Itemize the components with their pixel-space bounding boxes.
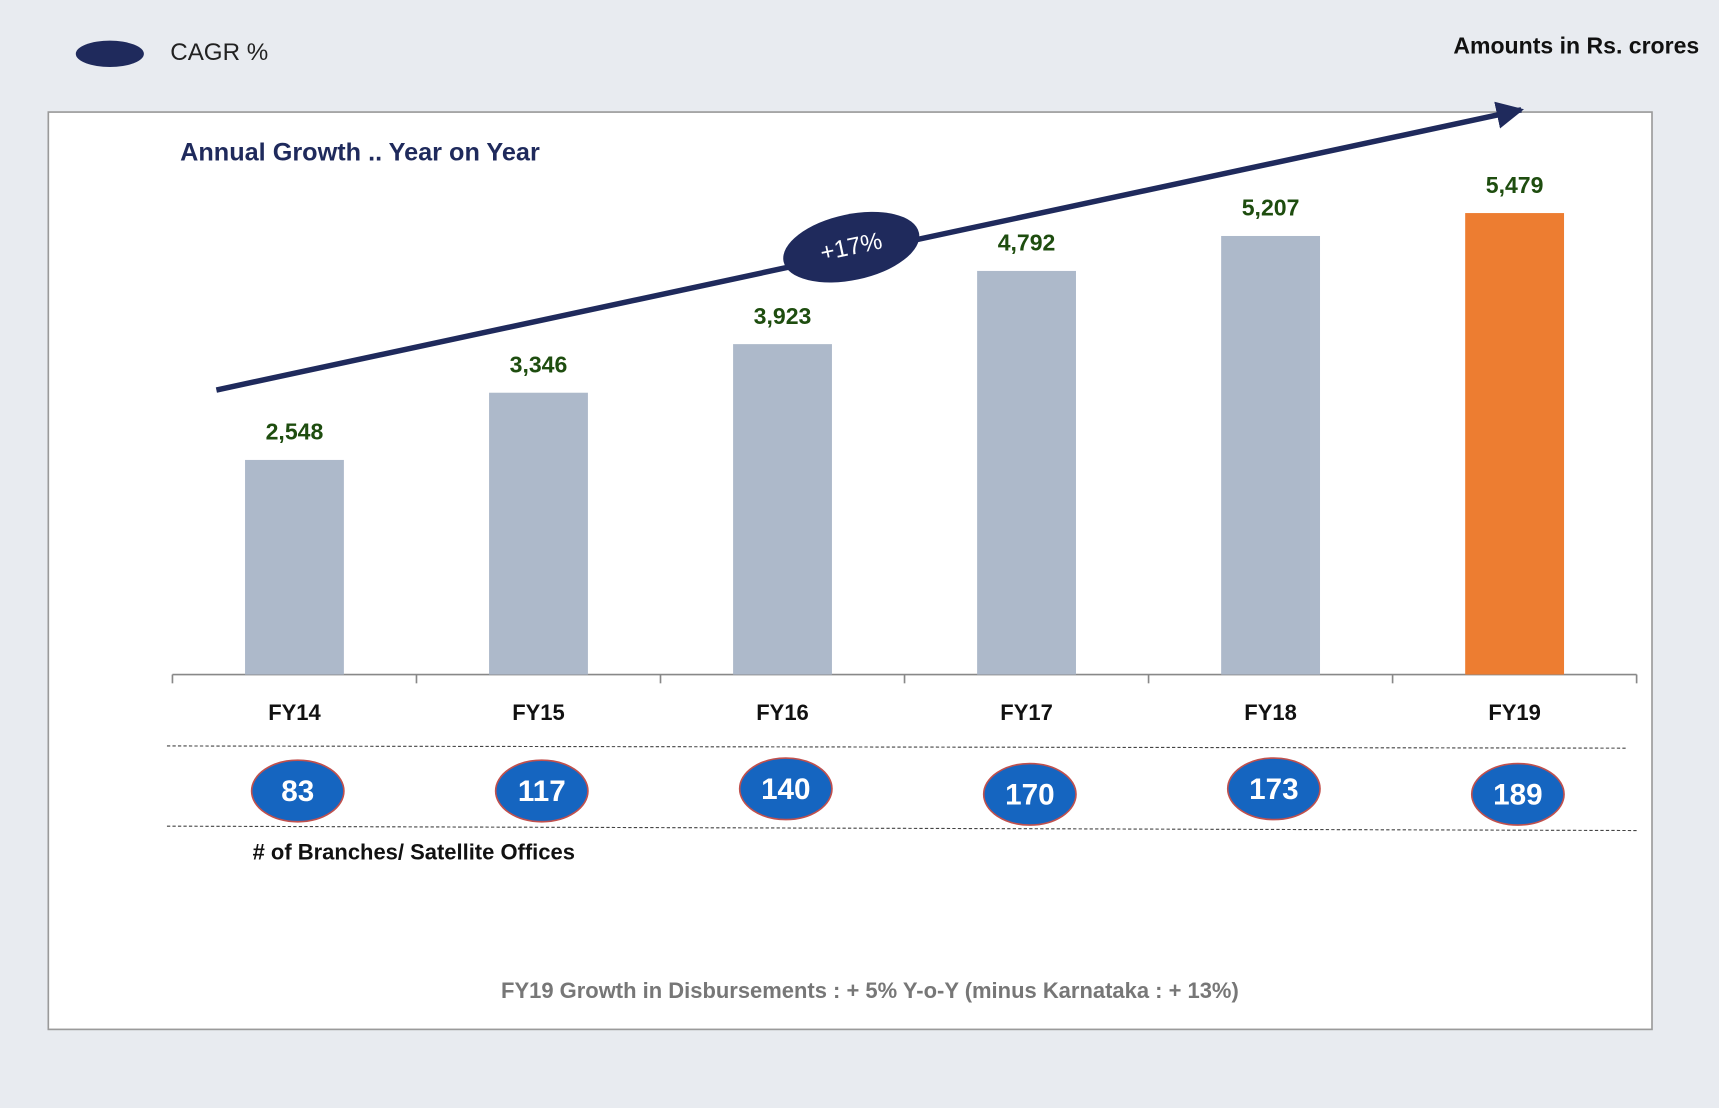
bar (489, 392, 588, 675)
branch-count: 140 (761, 773, 810, 806)
branches-label: # of Branches/ Satellite Offices (253, 839, 575, 864)
branch-badge (1226, 757, 1321, 821)
bar (733, 344, 832, 675)
data-label: 3,346 (510, 351, 568, 377)
divider (166, 745, 1626, 749)
branch-badge (494, 759, 589, 823)
data-label: 5,479 (1486, 172, 1544, 198)
chart-title: Annual Growth .. Year on Year (180, 138, 540, 166)
branch-badge (982, 762, 1077, 826)
x-tick-label: FY16 (756, 700, 809, 725)
cagr-badge (783, 211, 920, 283)
x-tick-label: FY19 (1488, 700, 1541, 725)
branch-count: 83 (281, 775, 314, 808)
data-label: 4,792 (998, 230, 1056, 256)
x-tick-label: FY14 (268, 700, 321, 725)
divider (166, 825, 1639, 832)
legend-marker (75, 40, 144, 68)
data-label: 2,548 (266, 419, 324, 445)
branch-count: 117 (518, 775, 566, 808)
branch-badge (738, 757, 833, 821)
legend-label: CAGR % (170, 39, 268, 66)
x-tick-label: FY17 (1000, 700, 1053, 725)
unit-note: Amounts in Rs. crores (1453, 32, 1699, 58)
data-label: 3,923 (754, 303, 812, 329)
branch-count: 189 (1493, 778, 1542, 811)
x-tick-label: FY15 (512, 700, 565, 725)
bar (977, 270, 1076, 675)
x-tick-label: FY18 (1244, 700, 1297, 725)
data-label: 5,207 (1242, 195, 1300, 221)
branch-badge (250, 759, 345, 823)
branch-count: 173 (1249, 773, 1298, 806)
bar (245, 459, 344, 675)
bar (1465, 213, 1565, 675)
footer: FY19 Growth in Disbursements : + 5% Y-o-… (501, 978, 1239, 1003)
bar (1221, 235, 1321, 675)
branch-count: 170 (1005, 778, 1054, 811)
branch-badge (1470, 762, 1565, 826)
